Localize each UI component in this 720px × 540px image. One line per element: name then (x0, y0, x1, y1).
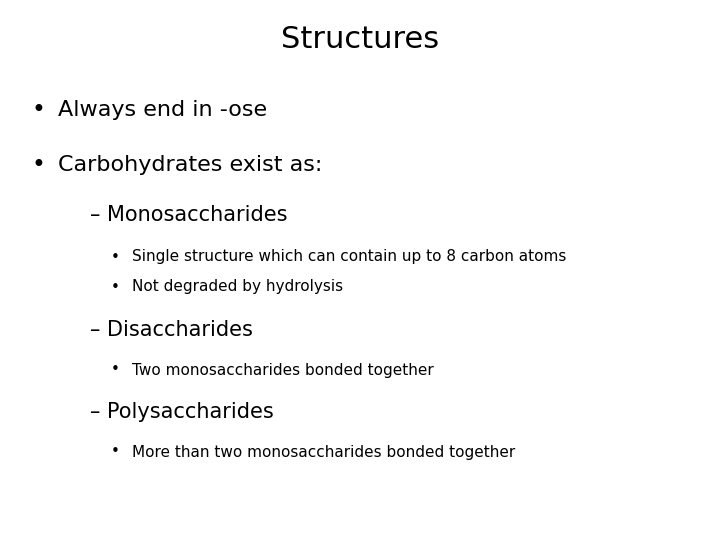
Text: Two monosaccharides bonded together: Two monosaccharides bonded together (132, 362, 433, 377)
Text: – Disaccharides: – Disaccharides (90, 320, 253, 340)
Text: Single structure which can contain up to 8 carbon atoms: Single structure which can contain up to… (132, 249, 567, 265)
Text: Always end in -ose: Always end in -ose (58, 100, 267, 120)
Text: More than two monosaccharides bonded together: More than two monosaccharides bonded tog… (132, 444, 516, 460)
Text: •: • (31, 153, 45, 177)
Text: Not degraded by hydrolysis: Not degraded by hydrolysis (132, 280, 343, 294)
Text: Structures: Structures (281, 25, 439, 55)
Text: •: • (111, 280, 120, 294)
Text: •: • (111, 444, 120, 460)
Text: – Monosaccharides: – Monosaccharides (90, 205, 287, 225)
Text: Carbohydrates exist as:: Carbohydrates exist as: (58, 155, 323, 175)
Text: – Polysaccharides: – Polysaccharides (90, 402, 274, 422)
Text: •: • (31, 98, 45, 122)
Text: •: • (111, 249, 120, 265)
Text: •: • (111, 362, 120, 377)
